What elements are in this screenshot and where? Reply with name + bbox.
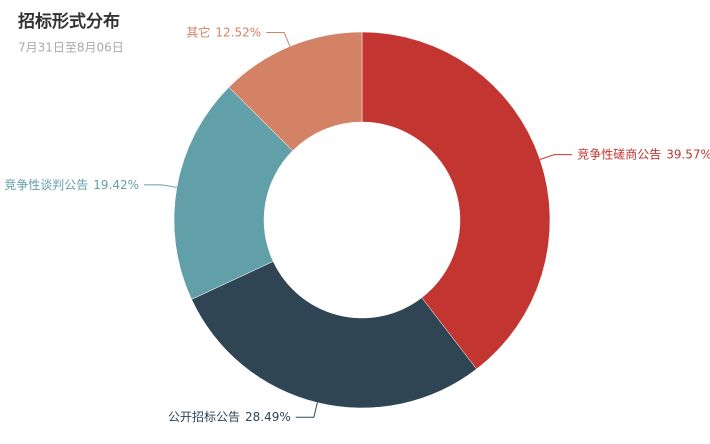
slice-name: 竞争性谈判公告 bbox=[4, 177, 88, 191]
label-line bbox=[539, 154, 573, 160]
chart-subtitle: 7月31日至8月06日 bbox=[18, 41, 124, 55]
slice-label: 其它 12.52% bbox=[186, 24, 261, 39]
label-line bbox=[144, 184, 177, 188]
pie-slice bbox=[173, 86, 293, 300]
slice-label: 公开招标公告 28.49% bbox=[168, 410, 291, 424]
label-line bbox=[266, 32, 291, 47]
slice-name: 公开招标公告 bbox=[168, 410, 240, 424]
slice-percent: 12.52% bbox=[215, 25, 261, 39]
slice-name: 竞争性磋商公告 bbox=[577, 146, 661, 161]
slice-label: 竞争性磋商公告 39.57% bbox=[577, 146, 710, 161]
slice-label: 竞争性谈判公告 19.42% bbox=[4, 177, 139, 191]
pie-slice bbox=[191, 261, 477, 409]
chart-title: 招标形式分布 bbox=[18, 11, 120, 32]
pie-slice bbox=[228, 31, 363, 152]
label-line bbox=[295, 402, 318, 418]
pie-slice bbox=[361, 31, 551, 370]
slice-percent: 19.42% bbox=[93, 177, 139, 191]
slice-percent: 28.49% bbox=[245, 410, 291, 424]
slice-name: 其它 bbox=[186, 24, 210, 39]
slice-percent: 39.57% bbox=[666, 147, 710, 161]
